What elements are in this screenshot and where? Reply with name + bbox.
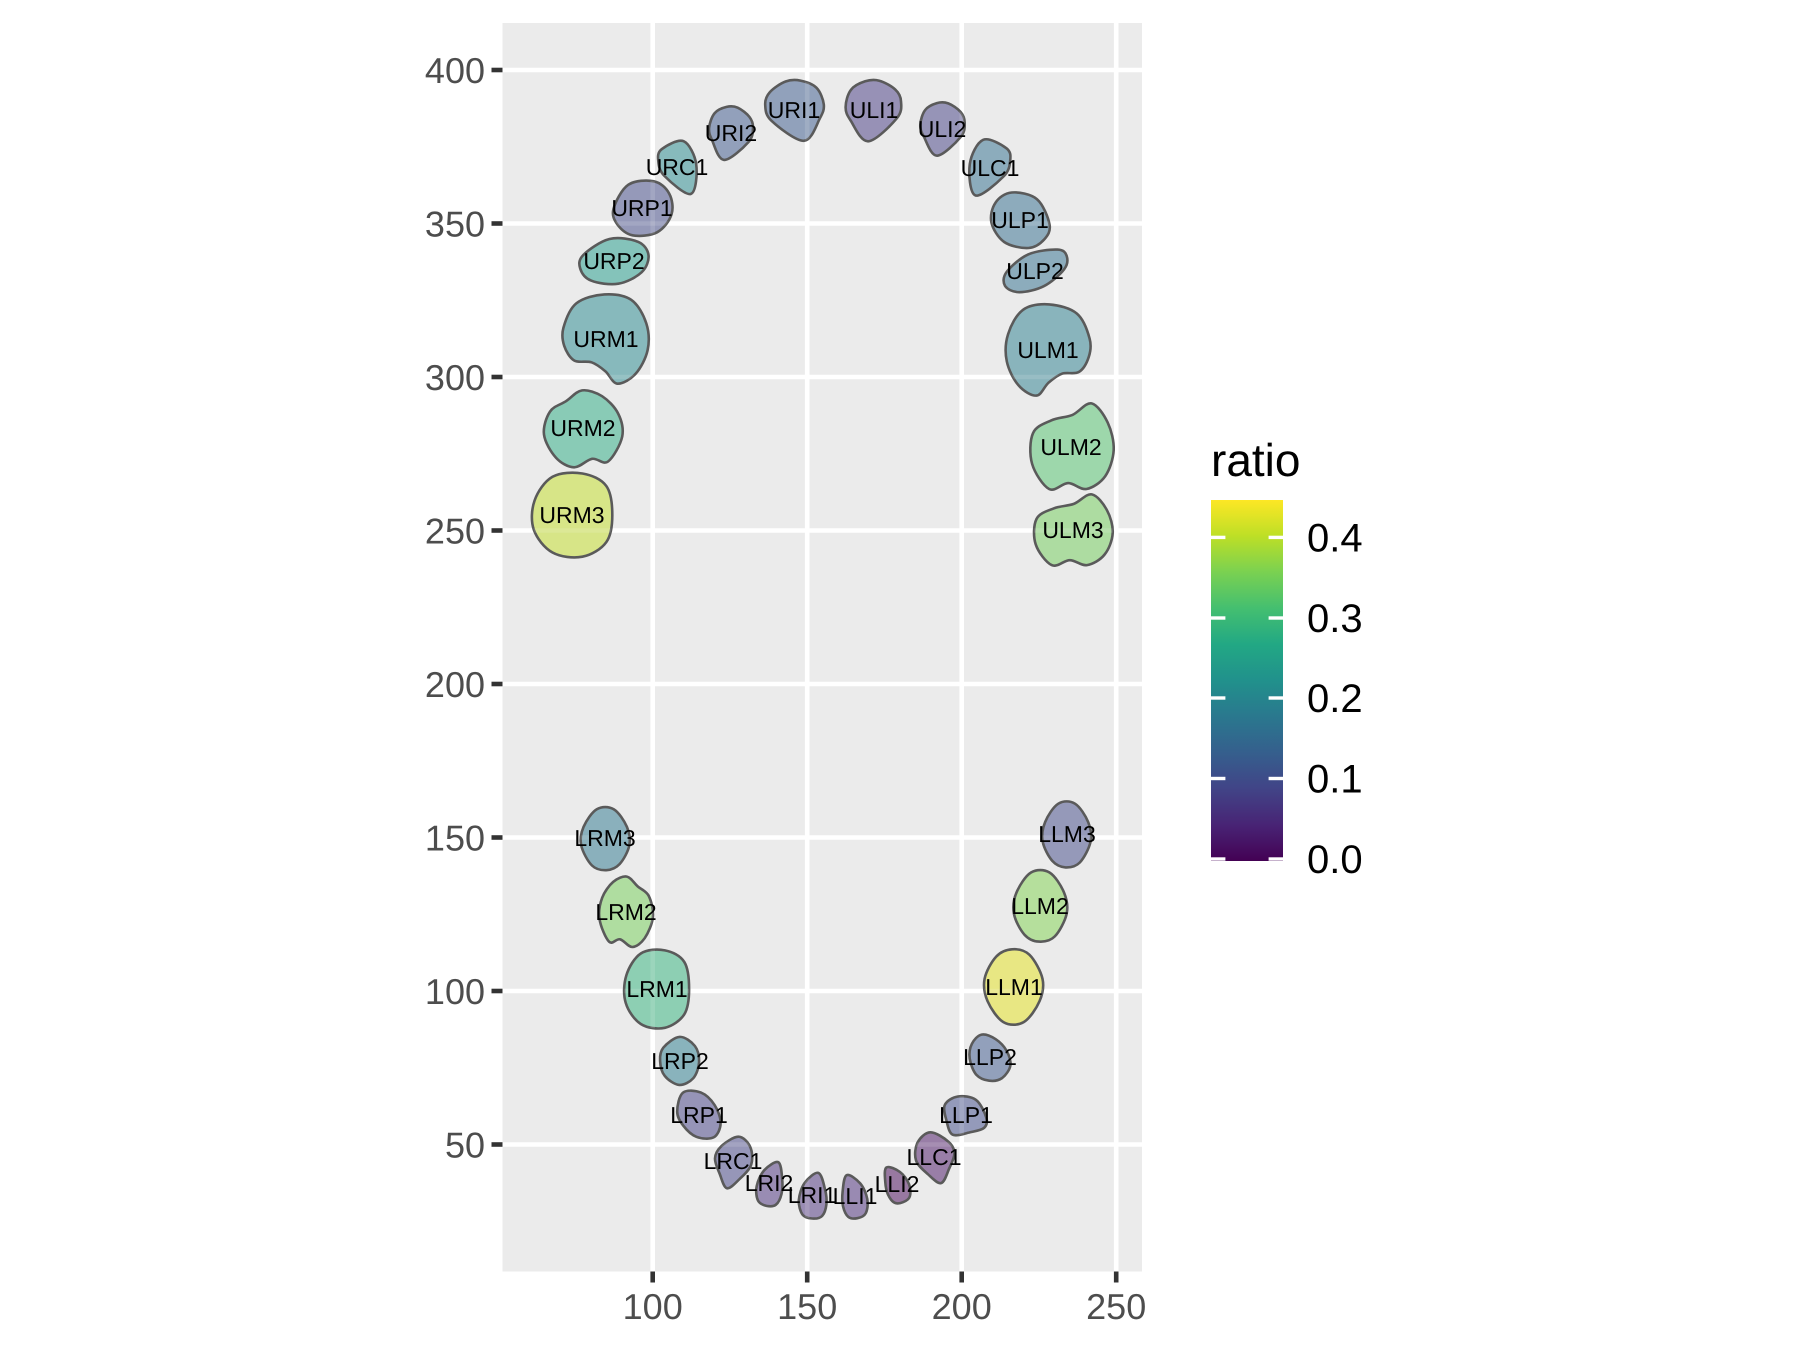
svg-text:250: 250 [425,511,485,552]
svg-text:LLM1: LLM1 [985,974,1043,1000]
svg-text:200: 200 [932,1286,992,1327]
svg-text:LRM3: LRM3 [574,825,635,851]
svg-text:0.3: 0.3 [1307,597,1363,641]
svg-text:ULM3: ULM3 [1042,517,1103,543]
svg-text:URP1: URP1 [611,195,672,221]
svg-text:URM2: URM2 [550,415,615,441]
svg-text:URM1: URM1 [573,326,638,352]
svg-text:ULM1: ULM1 [1017,337,1078,363]
svg-text:400: 400 [425,50,485,91]
svg-text:URC1: URC1 [646,154,709,180]
svg-text:LLC1: LLC1 [907,1144,962,1170]
svg-text:URI1: URI1 [768,97,820,123]
svg-text:100: 100 [425,971,485,1012]
svg-text:LLM3: LLM3 [1038,821,1096,847]
svg-text:URM3: URM3 [539,502,604,528]
svg-text:300: 300 [425,357,485,398]
svg-text:0.2: 0.2 [1307,677,1363,721]
svg-text:250: 250 [1086,1286,1146,1327]
svg-text:ULI2: ULI2 [918,116,967,142]
svg-text:LRM2: LRM2 [595,899,656,925]
svg-text:150: 150 [777,1286,837,1327]
svg-text:LRM1: LRM1 [626,976,687,1002]
svg-text:0.1: 0.1 [1307,758,1363,802]
svg-text:LRI1: LRI1 [788,1182,837,1208]
svg-text:0.4: 0.4 [1307,516,1363,560]
svg-text:350: 350 [425,204,485,245]
svg-text:ULP2: ULP2 [1006,258,1064,284]
svg-text:ratio: ratio [1211,434,1300,486]
svg-text:50: 50 [445,1125,485,1166]
svg-text:LRC1: LRC1 [704,1148,763,1174]
svg-text:URP2: URP2 [583,248,644,274]
svg-text:ULC1: ULC1 [961,155,1020,181]
svg-text:100: 100 [623,1286,683,1327]
svg-text:LRI2: LRI2 [745,1170,794,1196]
svg-text:150: 150 [425,818,485,859]
svg-text:ULM2: ULM2 [1040,434,1101,460]
svg-text:LLP1: LLP1 [939,1102,993,1128]
svg-text:LLI1: LLI1 [833,1183,878,1209]
svg-text:200: 200 [425,664,485,705]
svg-text:URI2: URI2 [705,120,757,146]
svg-text:ULP1: ULP1 [991,207,1049,233]
svg-text:LRP1: LRP1 [670,1102,728,1128]
svg-text:LLP2: LLP2 [963,1044,1017,1070]
svg-text:LRP2: LRP2 [651,1048,709,1074]
svg-text:ULI1: ULI1 [850,97,899,123]
svg-text:LLM2: LLM2 [1011,893,1069,919]
svg-text:0.0: 0.0 [1307,838,1363,882]
svg-text:LLI2: LLI2 [875,1171,920,1197]
